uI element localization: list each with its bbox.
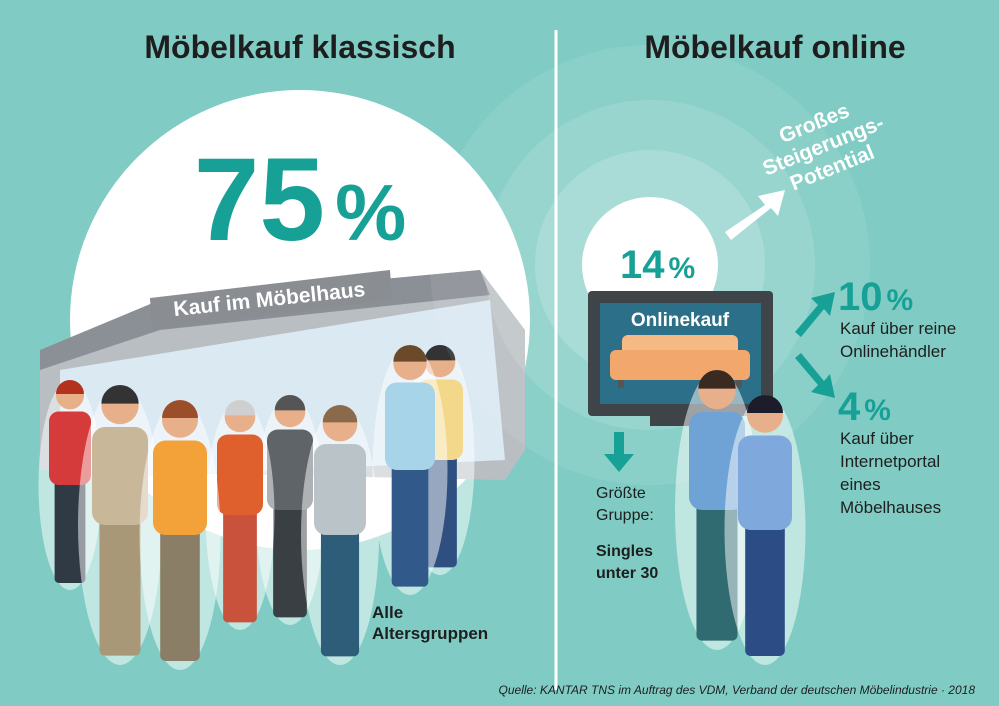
- person-legs: [54, 478, 86, 583]
- breakdown-label: Möbelhauses: [840, 498, 941, 517]
- arrow-up-right: [795, 292, 835, 337]
- person-hair: [101, 385, 139, 404]
- person-legs: [745, 521, 785, 656]
- person-hair: [424, 345, 456, 361]
- person-hair: [747, 395, 783, 413]
- person-body: [385, 382, 435, 470]
- arrow-down-right: [795, 353, 835, 398]
- person-legs: [223, 507, 257, 623]
- monitor-stand: [650, 416, 710, 426]
- person-legs: [391, 461, 429, 587]
- breakdown-label: Kauf über: [840, 429, 914, 448]
- person-body: [314, 444, 366, 535]
- arrow-up: [725, 190, 785, 240]
- person-hair: [698, 369, 736, 389]
- share-number: 4: [838, 385, 861, 429]
- share-unit: %: [335, 168, 406, 257]
- share-unit: %: [669, 252, 696, 285]
- person-body: [738, 435, 792, 530]
- breakdown-label: Internetportal: [840, 452, 940, 471]
- person-legs: [160, 526, 200, 661]
- note: Alle Altersgruppen: [372, 603, 488, 643]
- person-hair: [393, 344, 427, 362]
- group-line: Gruppe:: [596, 507, 654, 524]
- person-body: [217, 434, 263, 515]
- share-right: 14%: [620, 243, 695, 287]
- arrow-down: [604, 432, 634, 472]
- share-unit: %: [864, 394, 891, 427]
- person-body: [153, 440, 207, 535]
- breakdown-share: 4%: [838, 385, 891, 429]
- person-hair: [322, 405, 358, 423]
- note-line: Altersgruppen: [372, 624, 488, 643]
- share-unit: %: [887, 284, 914, 317]
- sign: [150, 270, 392, 330]
- people-online: [675, 369, 806, 665]
- person-legs: [320, 526, 360, 657]
- share-number: 75: [194, 134, 325, 266]
- person-hair: [56, 380, 84, 394]
- breakdown-label: eines: [840, 475, 881, 494]
- person-body: [92, 427, 148, 525]
- person-legs: [273, 502, 307, 618]
- note-line: Alle: [372, 603, 403, 622]
- breakdown-share: 10%: [838, 275, 913, 319]
- group-value-line: unter 30: [596, 565, 658, 582]
- breakdown-label: Kauf über reine: [840, 319, 956, 338]
- person-hair: [274, 395, 306, 411]
- source: Quelle: KANTAR TNS im Auftrag des VDM, V…: [499, 683, 976, 697]
- title-right: Möbelkauf online: [644, 29, 905, 65]
- share-left: 75%: [194, 134, 406, 266]
- person-legs: [99, 515, 141, 656]
- person-hair: [224, 400, 256, 416]
- group-value: Singles unter 30: [596, 543, 658, 582]
- person-body: [267, 429, 313, 510]
- people-classic: [38, 344, 475, 670]
- screen-label: Onlinekauf: [631, 310, 730, 331]
- share-number: 10: [838, 275, 883, 319]
- person-body: [49, 411, 91, 485]
- group: Größte Gruppe:: [596, 485, 654, 524]
- share-number: 14: [620, 243, 665, 287]
- breakdown-label: Onlinehändler: [840, 342, 946, 361]
- title-left: Möbelkauf klassisch: [144, 29, 455, 65]
- group-line: Größte: [596, 485, 646, 502]
- person-hair: [162, 400, 198, 418]
- group-value-line: Singles: [596, 543, 653, 560]
